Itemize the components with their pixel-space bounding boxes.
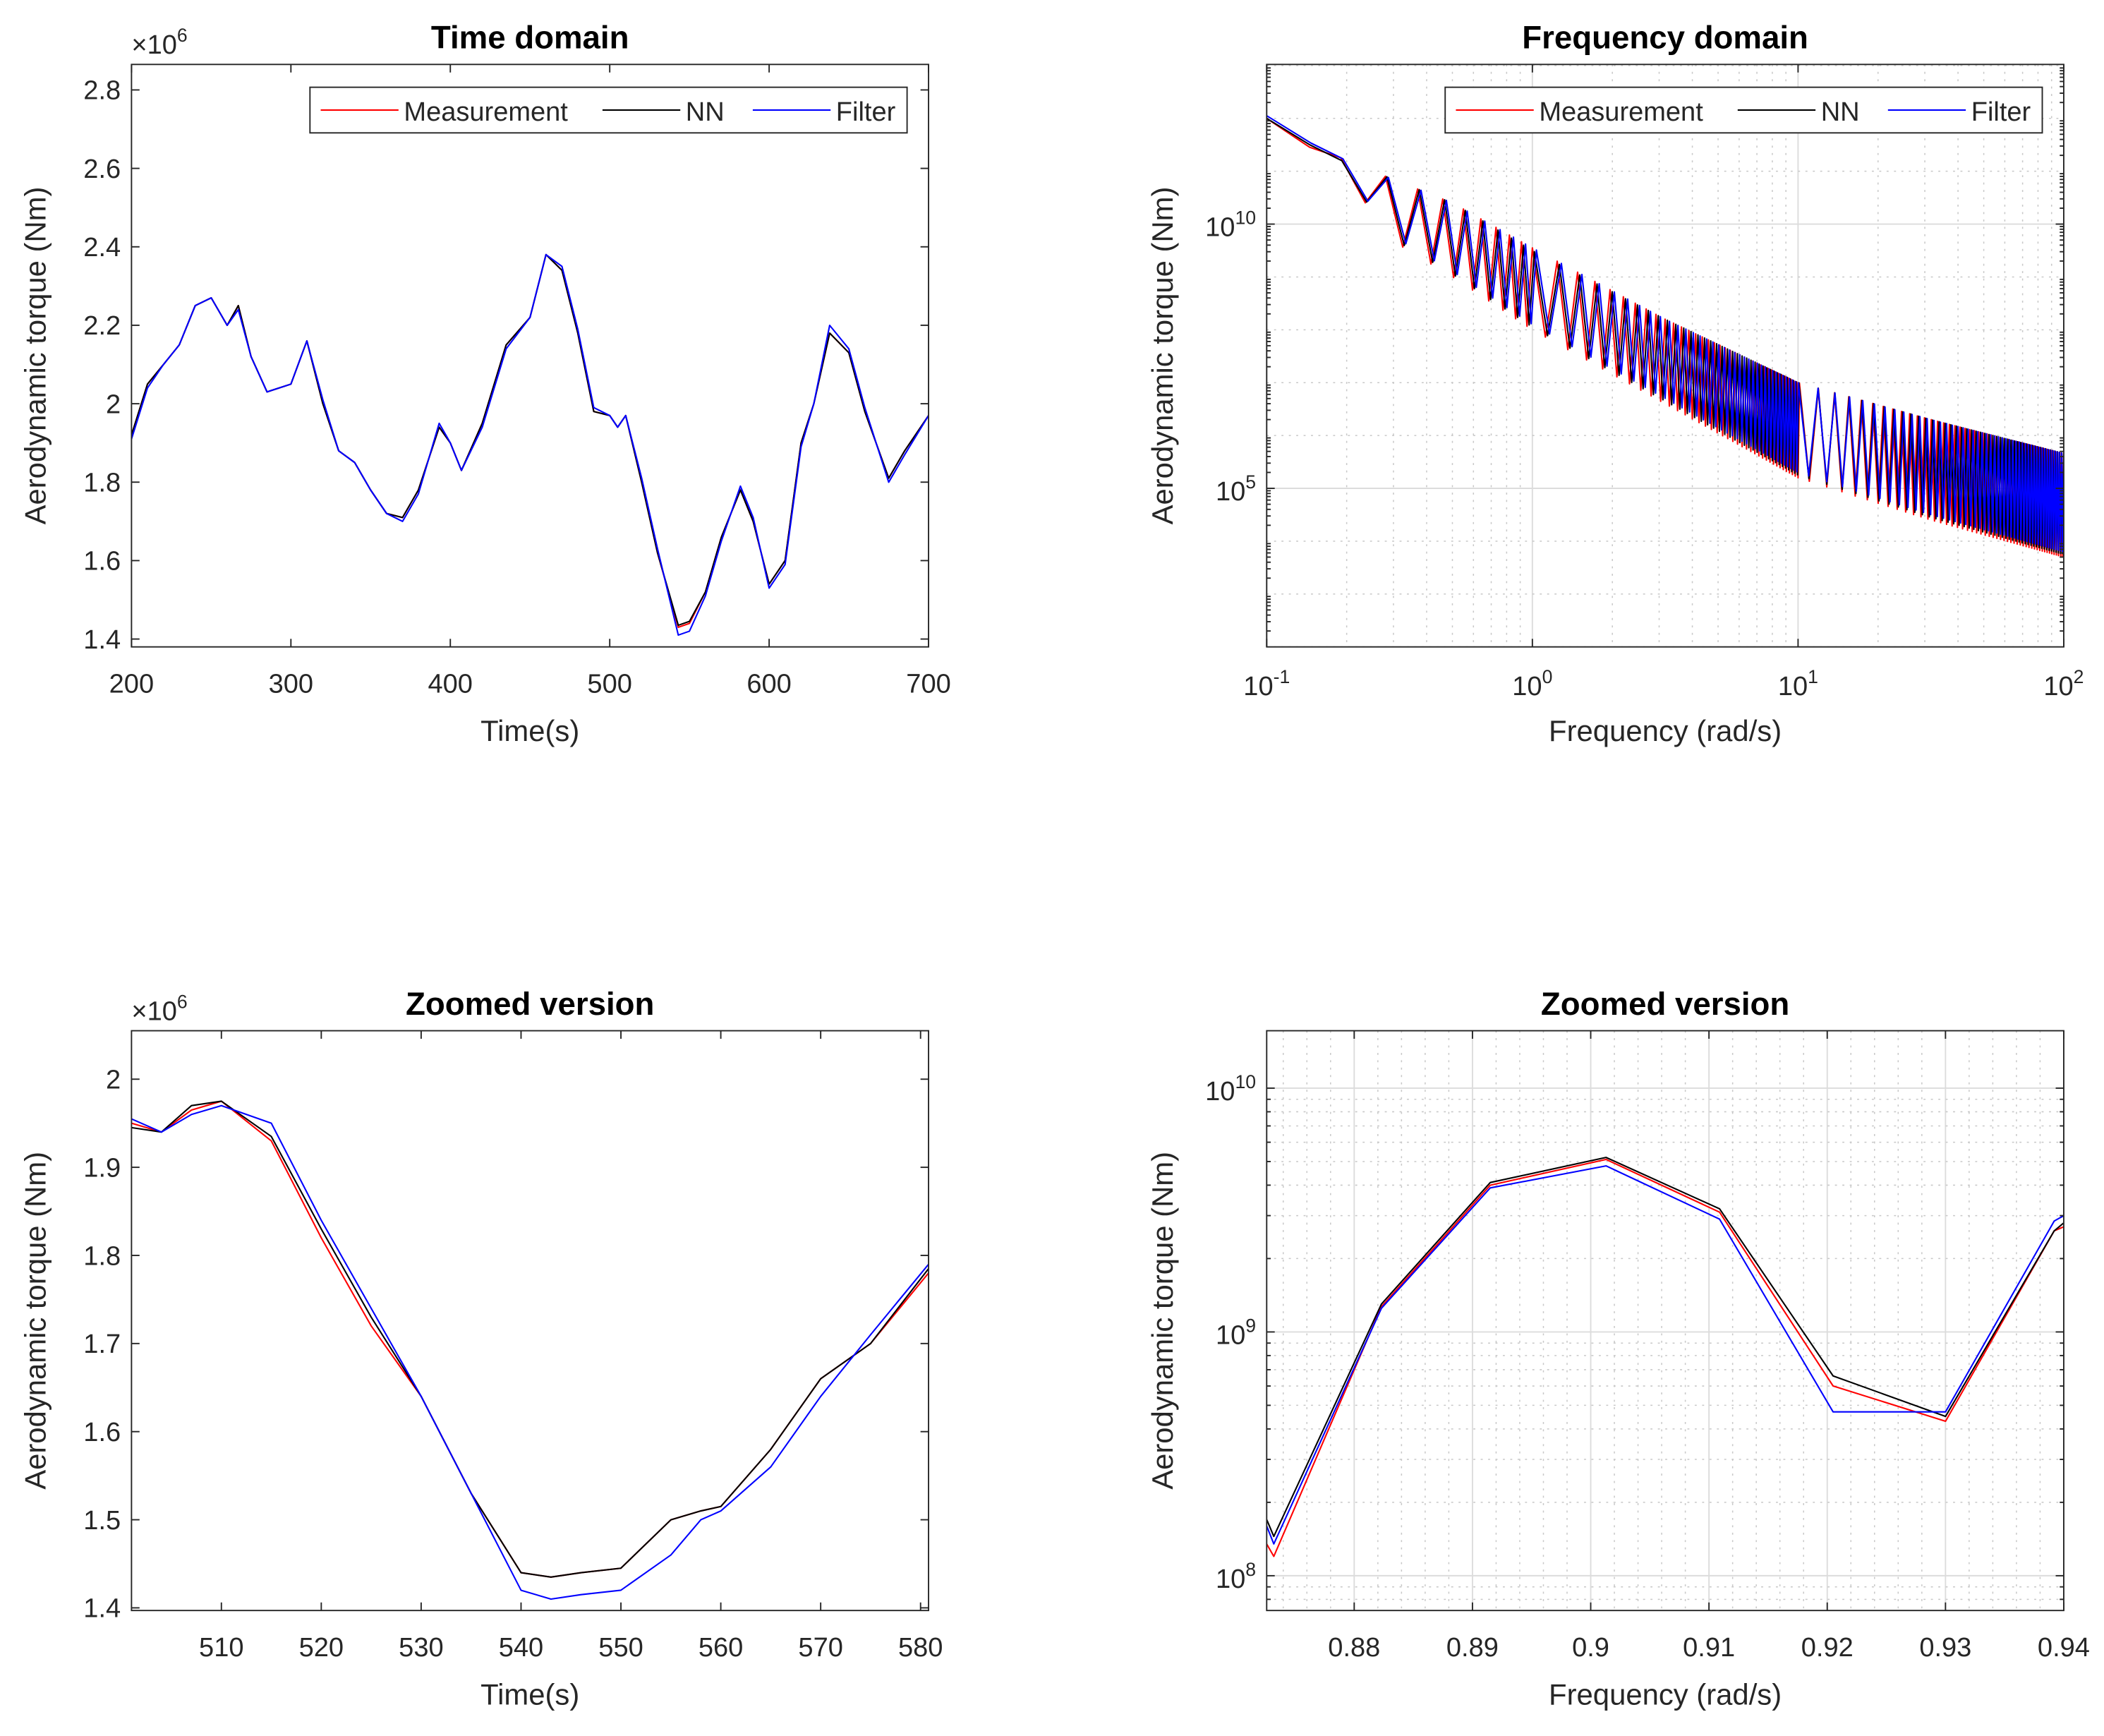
x-axis-label: Frequency (rad/s) (1549, 1677, 1782, 1711)
x-axis-label: Frequency (rad/s) (1549, 714, 1782, 747)
legend-label: Filter (836, 97, 896, 127)
axes-box (131, 1030, 929, 1612)
chart-title: Time domain (431, 19, 629, 55)
y-tick-label: 1.7 (83, 1330, 121, 1359)
chart-3: 510 520 530 540 550 560 570 580 1.4 1.5 1.6 1.7 1.8 1… (19, 986, 943, 1711)
y-tick-label: 1010 (1205, 1071, 1256, 1107)
plot-area (1266, 1030, 2064, 1611)
y-tick-label: 1.9 (83, 1153, 121, 1183)
y-axis-label: Aerodynamic torque (Nm) (1146, 1152, 1179, 1490)
y-axis-label: Aerodynamic torque (Nm) (19, 187, 52, 525)
series-line-nn (131, 1100, 929, 1578)
x-tick-label: 400 (428, 669, 473, 699)
y-tick-label: 1.8 (83, 1241, 121, 1271)
x-tick-label: 600 (746, 669, 791, 699)
x-tick-label: 101 (1778, 666, 1818, 701)
legend-label: Measurement (404, 97, 568, 127)
x-tick-label: 520 (299, 1633, 344, 1663)
y-tick-label: 2.8 (83, 76, 121, 106)
chart-1: 200 300 400 500 600 700 1.4 1.6 1.8 2 2.2 2.4 2.6 2.8… (19, 19, 951, 747)
y-tick-label: 2 (106, 390, 121, 419)
series-line-filter (1266, 115, 2064, 553)
x-tick-label: 0.91 (1683, 1633, 1735, 1663)
series-line-filter (131, 1104, 929, 1601)
series-group (1266, 1157, 2064, 1557)
y-tick-label: 1.4 (83, 625, 121, 655)
y-multiplier: ×106 (131, 25, 187, 60)
series-group (1266, 115, 2064, 557)
x-tick-label: 510 (199, 1633, 243, 1663)
x-tick-label: 550 (598, 1633, 643, 1663)
x-tick-label: 300 (269, 669, 313, 699)
series-line-nn (1266, 1157, 2064, 1538)
chart-title: Zoomed version (406, 986, 654, 1022)
plot-area (131, 64, 929, 647)
x-tick-label: 540 (499, 1633, 543, 1663)
x-tick-label: 0.9 (1572, 1633, 1609, 1663)
y-tick-label: 2.6 (83, 155, 121, 184)
y-tick-label: 1.8 (83, 469, 121, 498)
chart-2: 10-1 100 101 102 105 1010 Frequency domain Freq… (1146, 19, 2084, 747)
series-line-measurement (1266, 1158, 2064, 1557)
x-axis-label: Time(s) (480, 714, 579, 747)
x-tick-label: 0.93 (1919, 1633, 1971, 1663)
legend-label: Measurement (1539, 97, 1703, 127)
series-group (131, 1100, 929, 1601)
y-tick-label: 2.2 (83, 311, 121, 341)
chart-4: 0.88 0.89 0.9 0.91 0.92 0.93 0.94 108 109 1010 Zoo… (1146, 986, 2090, 1711)
x-tick-label: 580 (898, 1633, 943, 1663)
x-tick-label: 700 (906, 669, 950, 699)
legend-label: NN (686, 97, 725, 127)
y-tick-label: 108 (1216, 1559, 1256, 1594)
x-tick-label: 0.94 (2038, 1633, 2090, 1663)
axes-box (131, 64, 929, 648)
plot-area (131, 1030, 929, 1611)
y-tick-label: 1.5 (83, 1506, 121, 1536)
axes-box (1266, 1030, 2064, 1612)
axes-box (1266, 64, 2064, 648)
x-tick-label: 0.88 (1328, 1633, 1380, 1663)
x-tick-label: 200 (109, 669, 154, 699)
legend: Measurement NN Filter (1444, 86, 2043, 134)
y-tick-label: 2 (106, 1066, 121, 1095)
x-tick-label: 102 (2043, 666, 2084, 701)
x-tick-label: 560 (699, 1633, 743, 1663)
y-axis-label: Aerodynamic torque (Nm) (1146, 187, 1179, 525)
x-tick-label: 0.89 (1446, 1633, 1499, 1663)
y-axis-label: Aerodynamic torque (Nm) (19, 1152, 52, 1490)
chart-title: Zoomed version (1541, 986, 1789, 1022)
series-line-filter (1266, 1165, 2064, 1545)
x-tick-label: 0.92 (1801, 1633, 1854, 1663)
legend-label: NN (1821, 97, 1860, 127)
y-tick-label: 1010 (1205, 207, 1256, 243)
chart-title: Frequency domain (1522, 19, 1808, 55)
y-tick-label: 1.4 (83, 1594, 121, 1624)
series-group (131, 253, 929, 636)
series-line-filter (131, 253, 929, 636)
y-tick-label: 1.6 (83, 1418, 121, 1447)
x-tick-label: 570 (798, 1633, 842, 1663)
y-tick-label: 105 (1216, 471, 1256, 507)
x-tick-label: 100 (1512, 666, 1552, 701)
x-tick-label: 530 (399, 1633, 443, 1663)
x-axis-label: Time(s) (480, 1677, 579, 1711)
x-tick-label: 500 (587, 669, 631, 699)
y-tick-label: 109 (1216, 1315, 1256, 1350)
y-multiplier: ×106 (131, 991, 187, 1026)
legend-label: Filter (1971, 97, 2031, 127)
y-tick-label: 2.4 (83, 233, 121, 263)
legend: Measurement NN Filter (309, 86, 908, 134)
x-tick-label: 10-1 (1243, 666, 1290, 701)
grid (1266, 1030, 2064, 1611)
y-tick-label: 1.6 (83, 547, 121, 577)
